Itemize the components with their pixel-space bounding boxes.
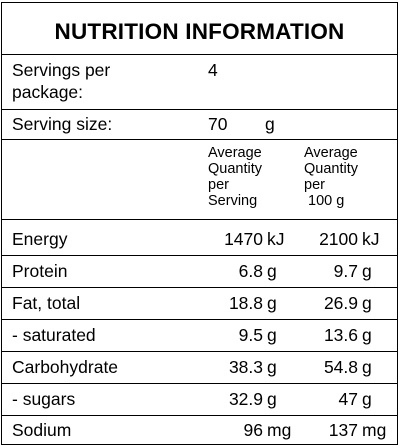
row-divider: [2, 319, 397, 320]
serving-unit: g: [267, 261, 277, 281]
nutrient-name: Protein: [12, 261, 68, 281]
serving-unit: g: [267, 293, 277, 313]
per100-value: 9.7: [333, 261, 358, 281]
nutrient-name: - sugars: [12, 389, 76, 409]
serving-unit: kJ: [267, 229, 285, 249]
header-per-serving-line: Serving: [208, 193, 258, 209]
header-per-serving-line: Quantity: [208, 161, 262, 177]
serving-size-divider: [2, 139, 397, 140]
serving-value: 38.3: [228, 357, 263, 377]
nutrient-row-sugars: - sugars 32.9 g 47 g: [2, 384, 397, 415]
nutrient-row-sodium: Sodium 96 mg 137 mg: [2, 415, 397, 446]
nutrient-row-carbohydrate: Carbohydrate 38.3 g 54.8 g: [2, 352, 397, 383]
serving-unit: mg: [267, 420, 292, 440]
header-per-100g-line: 100 g: [308, 193, 345, 209]
nutrient-row-energy: Energy 1470 kJ 2100 kJ: [2, 224, 397, 255]
nutrient-row-protein: Protein 6.8 g 9.7 g: [2, 256, 397, 287]
serving-size-value: 70: [208, 114, 228, 134]
header-per-serving: Average Quantity per Serving: [208, 145, 262, 209]
nutrient-name: Fat, total: [12, 293, 81, 313]
row-divider: [2, 415, 397, 416]
header-per-100g-line: per: [304, 177, 325, 193]
header-per-100g-line: Average: [304, 145, 358, 161]
header-per-100g: Average Quantity per 100 g: [304, 145, 358, 209]
serving-value: 96: [243, 420, 263, 440]
serving-unit: g: [267, 389, 277, 409]
nutrient-name: Sodium: [12, 420, 72, 440]
serving-unit: g: [267, 357, 277, 377]
nutrient-name: Energy: [12, 229, 68, 249]
servings-label-line2: package:: [12, 82, 84, 102]
serving-value: 32.9: [228, 389, 263, 409]
title-divider: [2, 54, 397, 55]
header-per-serving-line: Average: [208, 145, 262, 161]
per100-value: 54.8: [323, 357, 358, 377]
serving-value: 6.8: [238, 261, 263, 281]
row-divider: [2, 255, 397, 256]
serving-unit: g: [267, 325, 277, 345]
per100-value: 2100: [319, 229, 358, 249]
header-per-100g-line: Quantity: [304, 161, 358, 177]
serving-value: 18.8: [228, 293, 263, 313]
row-divider: [2, 383, 397, 384]
per100-unit: g: [362, 357, 372, 377]
per100-value: 26.9: [323, 293, 358, 313]
row-divider: [2, 287, 397, 288]
nutrient-name: Carbohydrate: [12, 357, 119, 377]
per100-value: 47: [338, 389, 358, 409]
servings-divider: [2, 109, 397, 110]
serving-size-unit: g: [265, 114, 275, 134]
per100-unit: g: [362, 325, 372, 345]
per100-value: 13.6: [323, 325, 358, 345]
per100-unit: g: [362, 261, 372, 281]
servings-value: 4: [208, 60, 218, 80]
nutrient-row-saturated: - saturated 9.5 g 13.6 g: [2, 320, 397, 351]
row-divider: [2, 351, 397, 352]
per100-unit: g: [362, 389, 372, 409]
per100-value: 137: [328, 420, 358, 440]
serving-size-label: Serving size:: [12, 114, 113, 134]
header-per-serving-line: per: [208, 177, 229, 193]
per100-unit: kJ: [362, 229, 380, 249]
nutrient-row-fat-total: Fat, total 18.8 g 26.9 g: [2, 288, 397, 319]
servings-label: Servings per package:: [12, 59, 110, 103]
servings-label-line1: Servings per: [12, 60, 111, 80]
serving-value: 9.5: [238, 325, 263, 345]
per100-unit: mg: [362, 420, 387, 440]
nutrient-name: - saturated: [12, 325, 96, 345]
header-divider: [2, 219, 397, 220]
per100-unit: g: [362, 293, 372, 313]
serving-value: 1470: [224, 229, 263, 249]
panel-title: NUTRITION INFORMATION: [54, 19, 345, 44]
